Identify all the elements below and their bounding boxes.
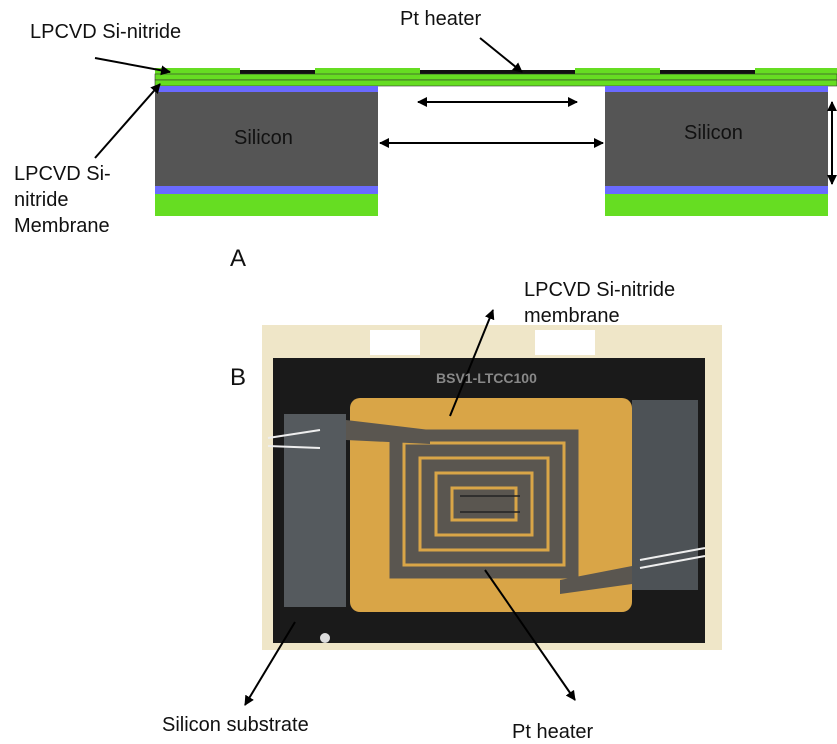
substrate-label: Silicon substrate (162, 714, 309, 736)
membrane-label: Membrane (14, 215, 110, 237)
panel-label: A (230, 245, 246, 272)
heater-label: Pt heater (400, 8, 482, 30)
silicon-label: Silicon (234, 127, 293, 149)
panel-label: B (230, 364, 246, 391)
silicon-label: Silicon (684, 122, 743, 144)
heater-label: Pt heater (512, 721, 594, 743)
chip-marking: BSV1-LTCC100 (436, 370, 537, 386)
membrane-label: LPCVD Si-nitride (524, 279, 675, 301)
membrane-label: nitride (14, 189, 68, 211)
nitride-label: LPCVD Si-nitride (30, 21, 181, 43)
figure: LPCVD Si-nitride Pt heater Silicon Silic… (0, 0, 837, 744)
membrane-label: LPCVD Si- (14, 163, 111, 185)
membrane-label: membrane (524, 305, 620, 327)
